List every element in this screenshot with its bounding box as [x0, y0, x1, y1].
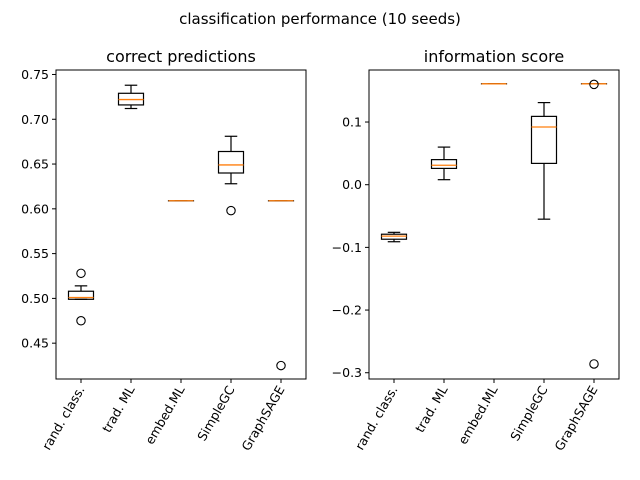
box-trad-ml	[117, 84, 145, 110]
figure-suptitle: classification performance (10 seeds)	[179, 10, 461, 28]
box-body	[217, 150, 245, 174]
x-tick-label: trad. ML	[99, 383, 138, 435]
y-tick-label: 0.55	[21, 246, 49, 261]
box-rand-class-	[380, 231, 408, 243]
y-tick-label: 0.70	[21, 112, 49, 127]
y-tick-label: −0.3	[332, 365, 362, 380]
x-tick-label: rand. class.	[352, 383, 401, 453]
box-simplegc	[217, 135, 245, 216]
y-tick-label: 0.50	[21, 291, 49, 306]
flier-point	[589, 359, 599, 369]
box-body	[67, 290, 95, 300]
y-tick-label: 0.60	[21, 201, 49, 216]
flier-point	[76, 268, 86, 279]
x-tick-label: rand. class.	[39, 383, 88, 453]
y-tick-label: 0.1	[342, 115, 362, 130]
box-rand-class-	[67, 268, 95, 326]
box-graphsage	[580, 79, 608, 369]
chart-panel-correct-predictions: correct predictions 0.45 0.50 0.55 0.60 0.65 0…	[21, 47, 307, 453]
x-tick-label: SimpleGC	[194, 383, 238, 444]
box-simplegc	[530, 101, 558, 220]
panel-title: information score	[424, 47, 564, 66]
box-body	[430, 159, 458, 170]
flier-point	[226, 205, 236, 216]
y-tick-label: 0.45	[21, 336, 49, 351]
flier-point	[76, 316, 86, 326]
x-tick-label: trad. ML	[412, 383, 451, 435]
axes-frame	[55, 69, 307, 380]
y-tick-label: 0.75	[21, 67, 49, 82]
x-tick-label: GraphSAGE	[238, 383, 287, 453]
x-tick-label: embed.ML	[455, 383, 501, 447]
y-tick-label: 0.0	[342, 177, 362, 192]
axes-frame	[368, 69, 620, 380]
flier-point	[276, 360, 286, 371]
x-tick-label: SimpleGC	[507, 383, 551, 444]
chart-panel-information-score: information score −0.3 −0.2 −0.1 0.0 0.1 rand.…	[332, 47, 620, 453]
box-graphsage	[267, 200, 295, 371]
box-body	[530, 115, 558, 164]
x-tick-label: embed.ML	[142, 383, 188, 447]
panel-title: correct predictions	[106, 47, 256, 66]
y-tick-label: −0.1	[332, 240, 362, 255]
y-tick-label: 0.65	[21, 157, 49, 172]
x-tick-label: GraphSAGE	[551, 383, 600, 453]
y-tick-label: −0.2	[332, 303, 362, 318]
box-trad-ml	[430, 146, 458, 181]
flier-point	[589, 79, 599, 90]
